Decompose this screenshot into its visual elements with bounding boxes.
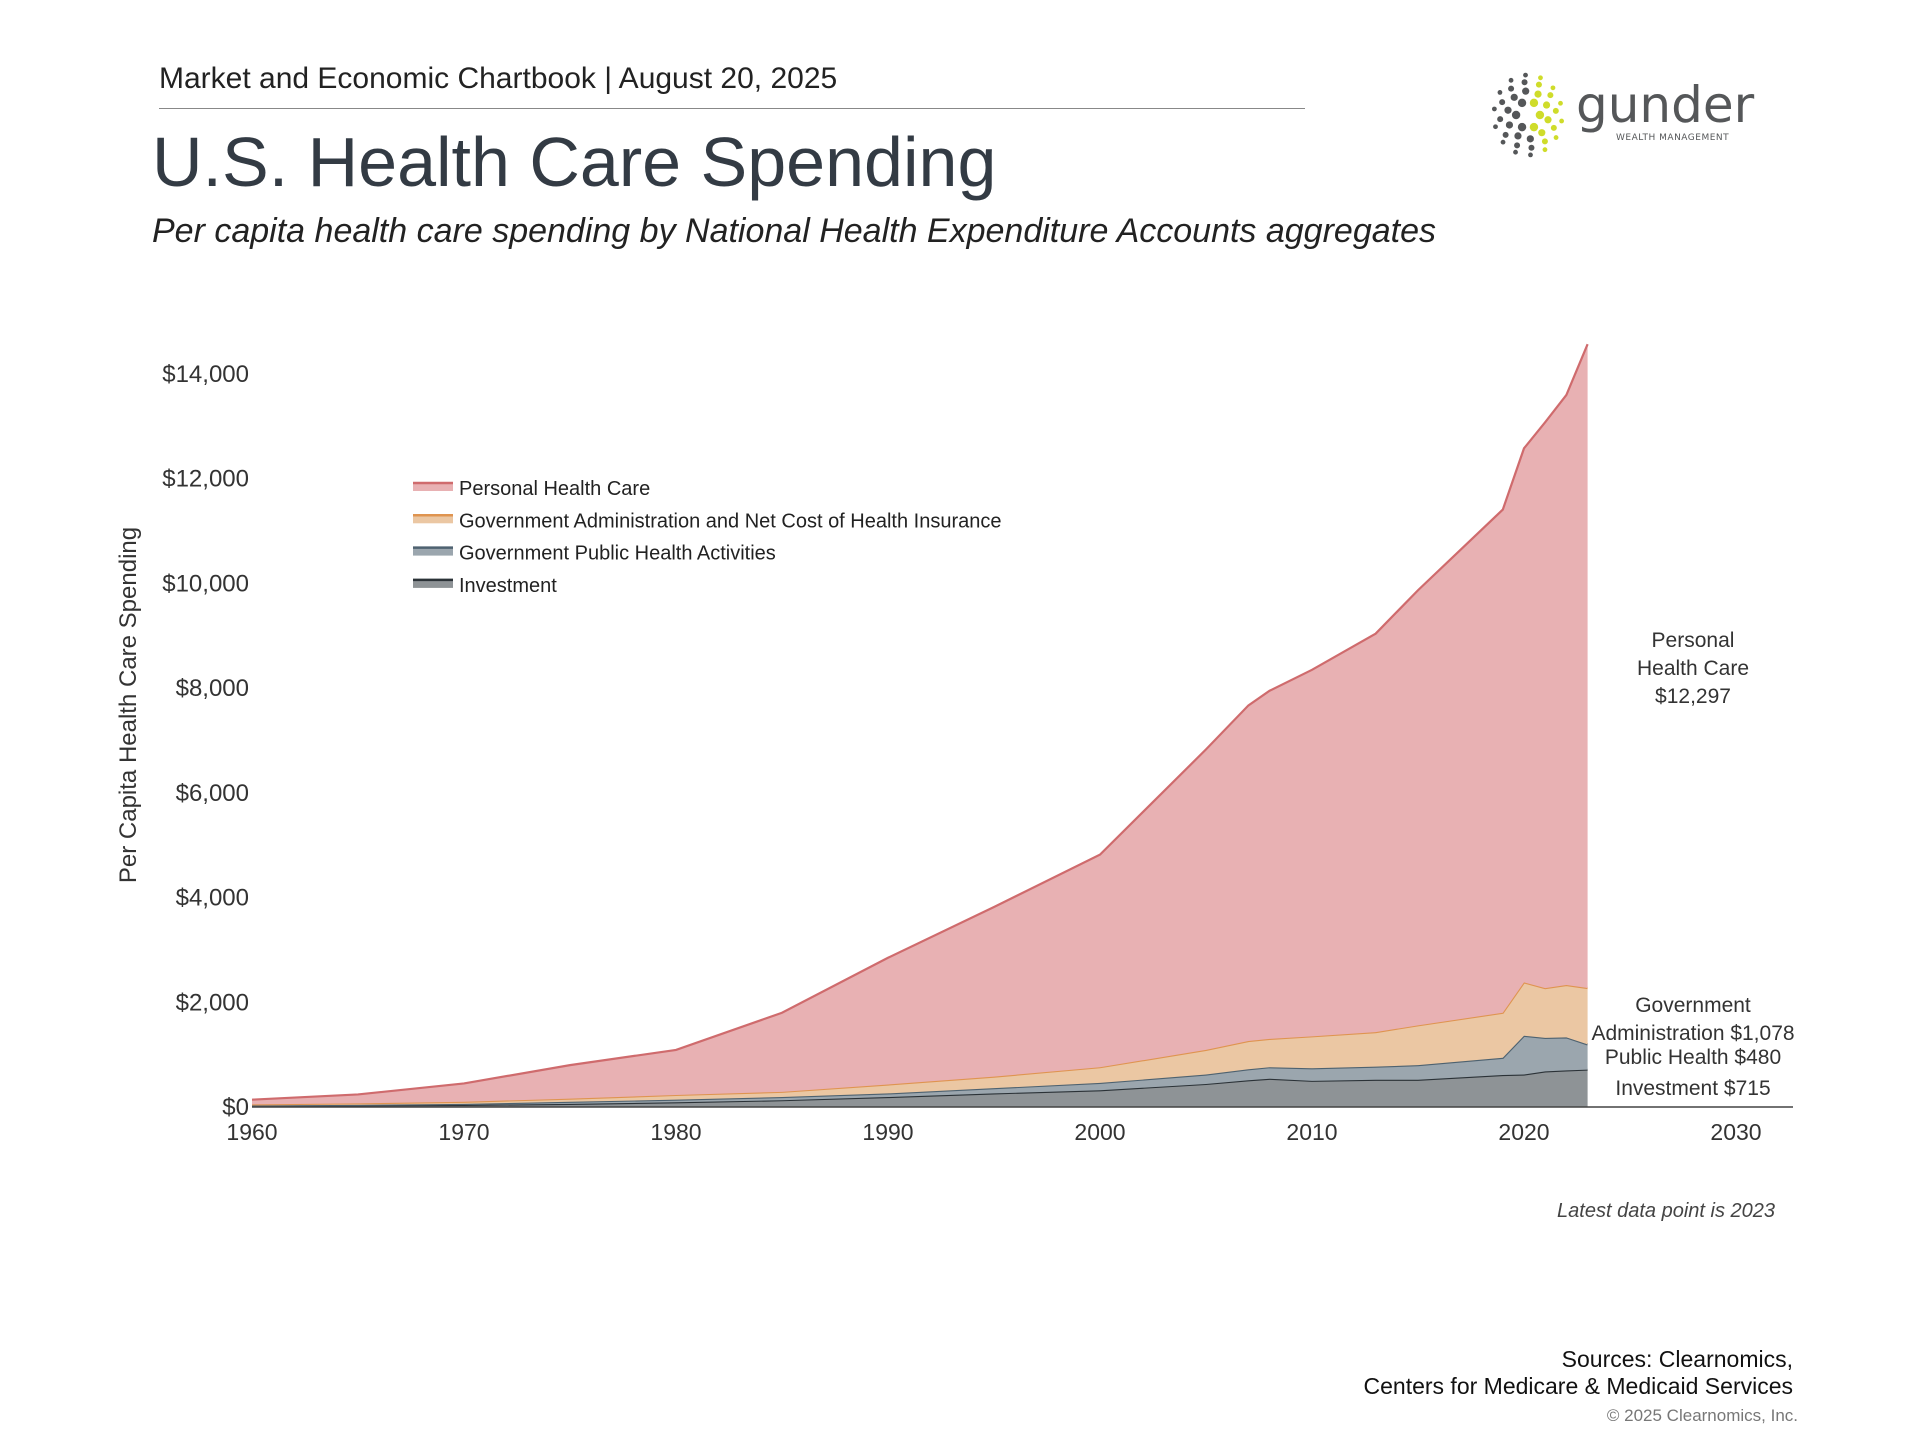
logo-dot bbox=[1552, 107, 1559, 114]
logo-dot bbox=[1526, 135, 1534, 143]
page-title: U.S. Health Care Spending bbox=[152, 123, 997, 201]
y-tick-label: $4,000 bbox=[176, 885, 249, 912]
logo-dot bbox=[1497, 90, 1503, 95]
logo-dot bbox=[1553, 135, 1559, 140]
logo-dot bbox=[1499, 99, 1506, 106]
logo-dot bbox=[1514, 132, 1522, 140]
logo-dot bbox=[1538, 75, 1543, 81]
logo-dot bbox=[1514, 142, 1521, 149]
sources: Sources: Clearnomics, Centers for Medica… bbox=[1364, 1346, 1794, 1400]
annotation-line: Government bbox=[1635, 994, 1751, 1017]
y-tick-label: $10,000 bbox=[162, 570, 249, 597]
sources-line: Sources: Clearnomics, bbox=[1561, 1346, 1793, 1372]
y-axis-title: Per Capita Health Care Spending bbox=[115, 527, 142, 883]
logo-dot bbox=[1547, 92, 1554, 99]
legend-swatch bbox=[413, 514, 453, 524]
annotation-line: Personal bbox=[1651, 629, 1735, 652]
logo-tagline: WEALTH MANAGEMENT bbox=[1616, 133, 1729, 143]
legend-label: Investment bbox=[459, 575, 557, 597]
x-tick-label: 1960 bbox=[226, 1119, 277, 1145]
legend-swatch bbox=[413, 578, 453, 588]
logo-dot bbox=[1508, 85, 1515, 92]
logo-dot bbox=[1528, 144, 1535, 151]
annotation-line: Health Care bbox=[1636, 657, 1750, 680]
legend-label: Government Administration and Net Cost o… bbox=[459, 510, 1002, 532]
annotation-personal-health-care: Personal Health Care $12,297 bbox=[1613, 627, 1773, 711]
legend-label: Government Public Health Activities bbox=[459, 543, 776, 565]
logo-dot bbox=[1528, 152, 1533, 158]
x-tick-label: 1980 bbox=[650, 1119, 701, 1145]
legend-item-personal-health-care: Personal Health Care bbox=[413, 478, 650, 500]
logo-dot bbox=[1510, 93, 1518, 101]
copyright: © 2025 Clearnomics, Inc. bbox=[1606, 1406, 1798, 1425]
logo-wordmark: gunder bbox=[1576, 76, 1755, 134]
logo-dot bbox=[1493, 124, 1498, 130]
x-tick-label: 2030 bbox=[1710, 1119, 1761, 1145]
logo-dot bbox=[1550, 85, 1556, 91]
logo-dot bbox=[1538, 129, 1546, 137]
y-tick-label: $14,000 bbox=[162, 361, 249, 388]
y-tick-label: $6,000 bbox=[176, 780, 249, 807]
y-tick-label: $8,000 bbox=[176, 675, 249, 702]
logo-dot bbox=[1523, 72, 1528, 78]
y-tick-label: $12,000 bbox=[162, 466, 249, 493]
logo-dot bbox=[1491, 106, 1497, 112]
logo-dot bbox=[1535, 81, 1542, 88]
logo-dot bbox=[1529, 122, 1539, 132]
logo-dot bbox=[1541, 138, 1548, 145]
logo-dot bbox=[1544, 116, 1552, 124]
logo-dot bbox=[1505, 121, 1514, 129]
logo-dot bbox=[1534, 90, 1542, 98]
annotation-value: Administration $1,078 bbox=[1591, 1022, 1795, 1045]
logo-dot bbox=[1558, 100, 1563, 106]
x-tick-label: 1970 bbox=[438, 1119, 489, 1145]
header-divider bbox=[159, 108, 1305, 109]
sources-line: Centers for Medicare & Medicaid Services bbox=[1363, 1373, 1794, 1399]
logo-dot bbox=[1504, 106, 1512, 114]
logo-dot bbox=[1500, 139, 1506, 145]
logo-dot bbox=[1517, 98, 1527, 108]
gunder-logo: gunder WEALTH MANAGEMENT bbox=[1491, 72, 1755, 158]
logo-dot bbox=[1511, 110, 1521, 120]
latest-data-note: Latest data point is 2023 bbox=[1557, 1200, 1775, 1222]
x-tick-label: 2020 bbox=[1498, 1119, 1549, 1145]
legend-swatch bbox=[413, 546, 453, 556]
legend-label: Personal Health Care bbox=[459, 478, 650, 500]
logo-dot bbox=[1542, 147, 1548, 153]
logo-dot bbox=[1521, 79, 1528, 86]
logo-dot bbox=[1542, 101, 1551, 109]
page-subtitle: Per capita health care spending by Natio… bbox=[152, 212, 1436, 250]
logo-dot bbox=[1559, 118, 1565, 124]
chartbook-header: Market and Economic Chartbook | August 2… bbox=[159, 62, 838, 95]
x-tick-label: 1990 bbox=[862, 1119, 913, 1145]
legend-item-investment: Investment bbox=[413, 575, 557, 597]
line-personal-health-care bbox=[251, 343, 1589, 1101]
logo-dot bbox=[1550, 124, 1557, 131]
logo-dot bbox=[1517, 122, 1527, 132]
legend-item-government-administration-and-net-cost-of-health-insurance: Government Administration and Net Cost o… bbox=[413, 510, 1002, 532]
area-investment bbox=[252, 1069, 1588, 1107]
logo-dot bbox=[1513, 149, 1518, 155]
annotation-administration: Government Administration $1,078 bbox=[1573, 992, 1813, 1048]
annotation-investment: Investment $715 bbox=[1615, 1077, 1771, 1100]
logo-dot bbox=[1497, 116, 1504, 123]
y-tick-label: $2,000 bbox=[176, 989, 249, 1016]
annotation-value: $12,297 bbox=[1655, 685, 1731, 708]
annotation-public-health: Public Health $480 bbox=[1604, 1046, 1782, 1069]
legend-item-government-public-health-activities: Government Public Health Activities bbox=[413, 543, 776, 565]
logo-dot bbox=[1529, 98, 1539, 108]
area-government-administration-and-net-cost-of-health-insurance bbox=[252, 982, 1588, 1106]
logo-dot bbox=[1508, 77, 1514, 83]
x-tick-label: 2000 bbox=[1074, 1119, 1125, 1145]
logo-dots-icon bbox=[1491, 72, 1565, 158]
x-tick-label: 2010 bbox=[1286, 1119, 1337, 1145]
legend-swatch bbox=[413, 482, 453, 491]
y-tick-label: $0 bbox=[222, 1094, 249, 1121]
logo-dot bbox=[1522, 87, 1530, 95]
logo-dot bbox=[1535, 110, 1545, 120]
area-personal-health-care bbox=[252, 344, 1588, 1105]
logo-dot bbox=[1502, 131, 1509, 138]
